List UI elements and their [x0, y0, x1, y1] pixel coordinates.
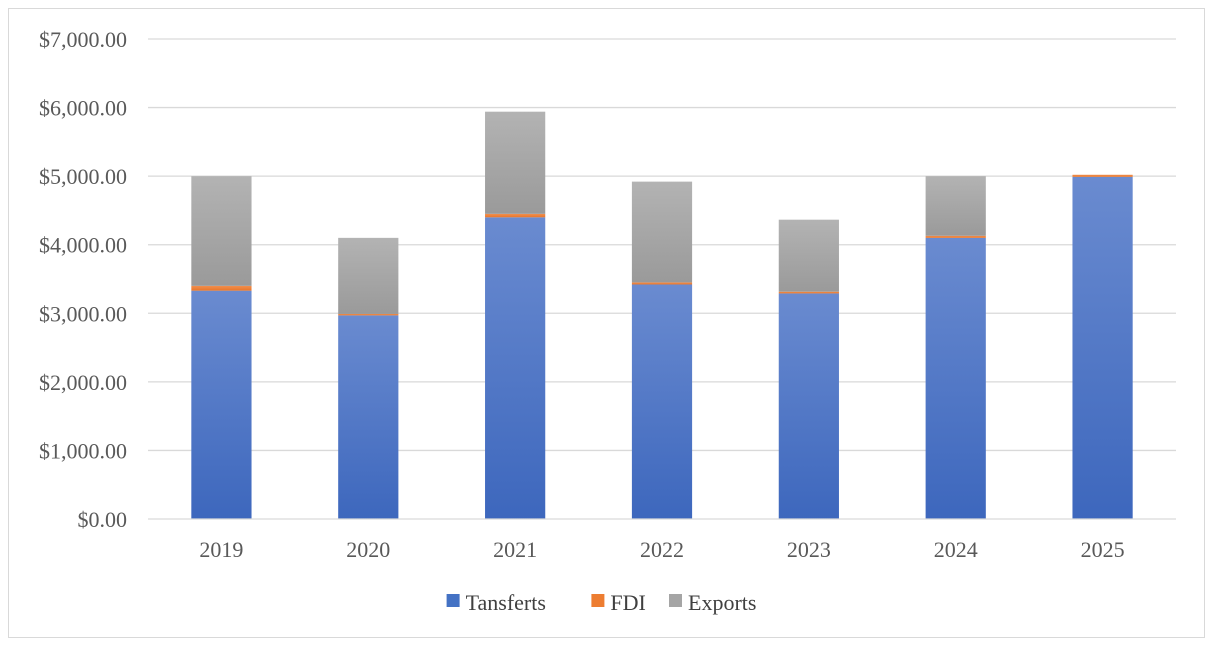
legend-label-exports: Exports: [688, 590, 756, 615]
bar-fdi-2021: [485, 213, 546, 218]
y-tick-label: $0.00: [78, 507, 128, 532]
x-tick-label: 2019: [199, 537, 243, 562]
bar-fdi-2022: [631, 282, 693, 285]
y-tick-label: $2,000.00: [39, 370, 127, 395]
x-tick-label: 2025: [1081, 537, 1125, 562]
x-tick-label: 2021: [493, 537, 537, 562]
legend-swatch-tansferts: [446, 594, 460, 607]
bar-tansferts-2025: [1072, 176, 1133, 520]
bar-exports-2020: [338, 237, 399, 314]
bar-fdi-2025: [1072, 174, 1133, 177]
bar-exports-2024: [925, 176, 986, 236]
x-tick-label: 2022: [640, 537, 684, 562]
legend-label-tansferts: Tansferts: [466, 590, 546, 615]
bar-tansferts-2020: [338, 315, 399, 519]
bar-tansferts-2021: [485, 217, 546, 520]
y-axis-tick-labels: $0.00 $1,000.00 $2,000.00 $3,000.00 $4,000.0…: [39, 27, 127, 532]
bar-fdi-2019: [191, 285, 252, 291]
y-tick-label: $6,000.00: [39, 96, 127, 121]
legend-label-fdi: FDI: [610, 590, 645, 615]
legend-swatch-exports: [669, 594, 682, 607]
chart-frame: [8, 8, 1205, 638]
legend: Tansferts FDI Exports: [446, 590, 756, 615]
bar-tansferts-2023: [778, 293, 839, 519]
x-axis-tick-labels: 2019 2020 2021 2022 2023 2024 2025: [199, 537, 1124, 562]
y-tick-label: $7,000.00: [39, 27, 127, 52]
bar-exports-2021: [485, 111, 546, 214]
x-tick-label: 2024: [934, 537, 978, 562]
x-tick-label: 2023: [787, 537, 831, 562]
bar-exports-2019: [191, 176, 252, 286]
bar-tansferts-2019: [191, 290, 252, 519]
bar-fdi-2020: [338, 313, 399, 316]
bar-exports-2022: [631, 181, 693, 283]
y-tick-label: $5,000.00: [39, 164, 127, 189]
bar-fdi-2024: [925, 235, 986, 238]
bar-fdi-2023: [778, 291, 839, 294]
bar-tansferts-2022: [631, 284, 693, 519]
bars: [191, 111, 1133, 520]
y-tick-label: $3,000.00: [39, 301, 127, 326]
x-tick-label: 2020: [346, 537, 390, 562]
legend-swatch-fdi: [591, 594, 605, 607]
y-tick-label: $4,000.00: [39, 233, 127, 258]
gridlines: [148, 38, 1176, 452]
y-tick-label: $1,000.00: [39, 438, 127, 463]
bar-tansferts-2024: [925, 237, 986, 519]
bar-exports-2023: [778, 219, 839, 292]
